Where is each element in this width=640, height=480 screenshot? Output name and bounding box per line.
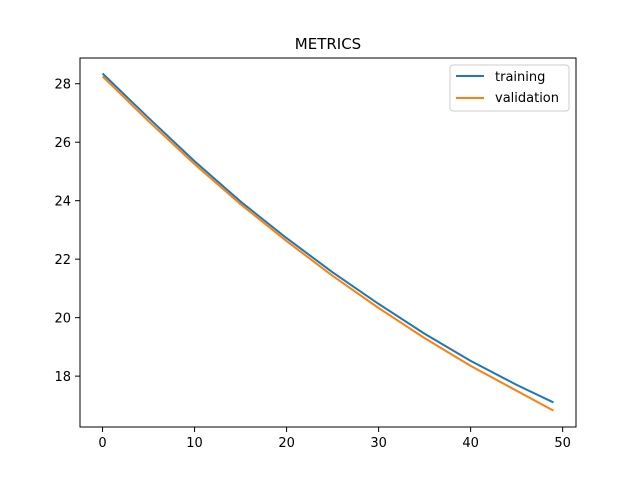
y-tick-label: 26 [54,136,71,151]
plot-lines [101,72,554,412]
y-tick-label: 20 [54,312,71,327]
y-tick-label: 18 [54,370,71,385]
legend-label-validation: validation [495,91,559,106]
series-line-training [101,72,554,404]
x-tick-label: 20 [278,436,295,451]
axes-frame [79,57,577,428]
y-tick-label: 28 [54,78,71,93]
x-axis-ticks: 0 10 20 30 40 50 [98,427,571,451]
x-tick-label: 0 [98,436,106,451]
x-tick-label: 10 [186,436,203,451]
x-tick-label: 50 [554,436,571,451]
y-axis-ticks: 18 20 22 24 26 28 [54,78,80,385]
chart-title: METRICS [295,35,361,53]
legend-label-training: training [495,70,545,85]
x-tick-label: 40 [462,436,479,451]
y-tick-label: 22 [54,253,71,268]
series-line-validation [101,75,554,412]
y-tick-label: 24 [54,195,71,210]
legend: training validation [449,64,570,112]
x-tick-label: 30 [370,436,387,451]
